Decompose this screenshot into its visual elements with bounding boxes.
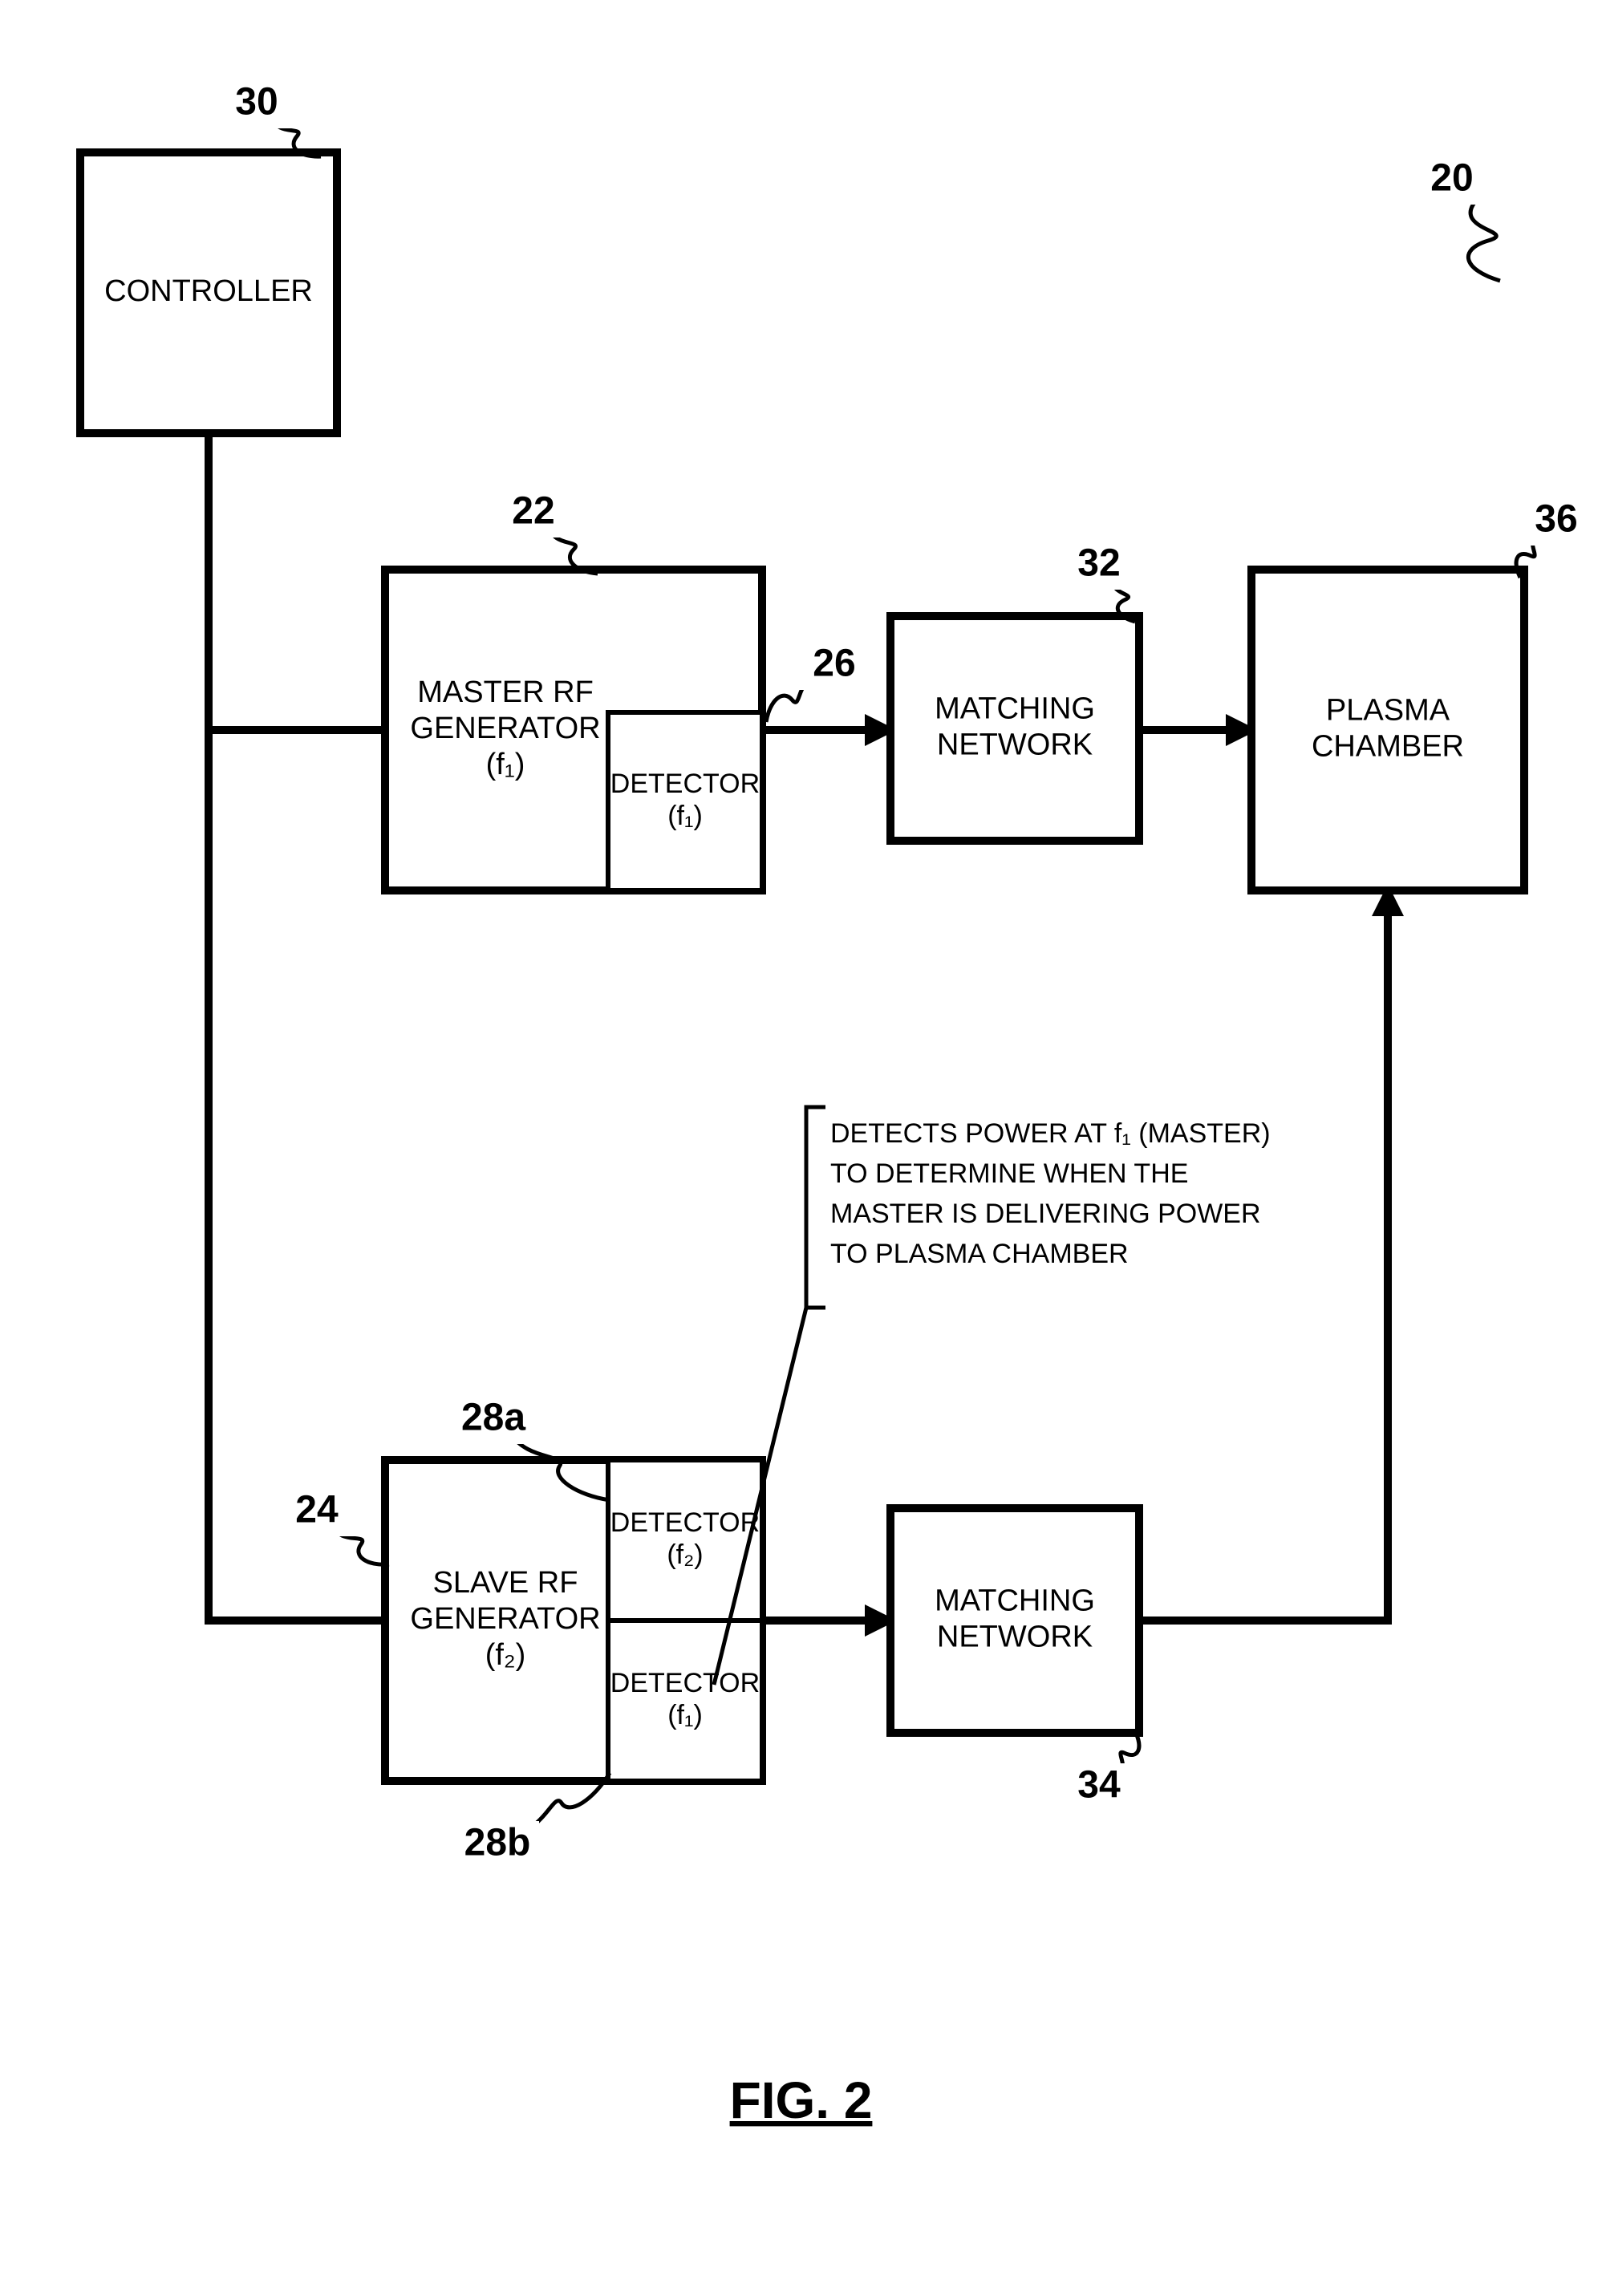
svg-text:SLAVE RF: SLAVE RF — [433, 1566, 578, 1600]
label-28b: 28b — [464, 1822, 531, 1864]
label-28a: 28a — [461, 1397, 525, 1439]
svg-text:GENERATOR: GENERATOR — [410, 712, 600, 745]
label-34: 34 — [1077, 1764, 1121, 1807]
figure-caption: FIG. 2 — [730, 2071, 873, 2129]
svg-text:DETECTOR: DETECTOR — [610, 769, 760, 799]
svg-text:DETECTOR: DETECTOR — [610, 1507, 760, 1538]
svg-text:NETWORK: NETWORK — [937, 1620, 1093, 1653]
leader-l20 — [1468, 201, 1500, 281]
label-22: 22 — [512, 490, 554, 533]
label-36: 36 — [1535, 498, 1577, 541]
svg-text:MASTER RF: MASTER RF — [417, 675, 594, 709]
box-master_detector: DETECTOR(f₁) — [608, 712, 762, 890]
svg-text:(f₂): (f₂) — [667, 1539, 703, 1570]
svg-text:PLASMA: PLASMA — [1326, 694, 1450, 728]
label-26: 26 — [813, 643, 855, 685]
box-slave_detector_f2: DETECTOR(f₂) — [608, 1460, 762, 1621]
annotation-line-2: MASTER IS DELIVERING POWER — [830, 1199, 1261, 1229]
annotation-line-0: DETECTS POWER AT f₁ (MASTER) — [830, 1118, 1271, 1149]
box-plasma: PLASMACHAMBER — [1251, 570, 1524, 890]
label-20: 20 — [1430, 157, 1473, 200]
svg-text:(f₁): (f₁) — [486, 748, 525, 781]
svg-text:MATCHING: MATCHING — [935, 692, 1095, 726]
annotation-bracket — [806, 1107, 825, 1308]
label-32: 32 — [1077, 542, 1120, 585]
box-slave_detector_f1: DETECTOR(f₁) — [608, 1621, 762, 1781]
svg-text:(f₁): (f₁) — [667, 1700, 703, 1730]
label-24: 24 — [295, 1489, 339, 1531]
matching-bottom-elbow-to-plasma — [1139, 890, 1388, 1621]
svg-text:GENERATOR: GENERATOR — [410, 1602, 600, 1636]
controller-down — [209, 433, 385, 1621]
svg-text:MATCHING: MATCHING — [935, 1584, 1095, 1618]
box-matching_bottom: MATCHINGNETWORK — [890, 1508, 1139, 1733]
svg-text:CONTROLLER: CONTROLLER — [104, 274, 313, 308]
svg-text:CHAMBER: CHAMBER — [1312, 729, 1464, 763]
label-30: 30 — [235, 81, 278, 124]
box-controller: CONTROLLER — [80, 152, 337, 433]
annotation-line-3: TO PLASMA CHAMBER — [830, 1239, 1129, 1269]
svg-text:DETECTOR: DETECTOR — [610, 1668, 760, 1698]
svg-text:(f₂): (f₂) — [485, 1638, 526, 1672]
annotation-line-1: TO DETERMINE WHEN THE — [830, 1158, 1188, 1189]
svg-text:NETWORK: NETWORK — [937, 728, 1093, 761]
svg-text:(f₁): (f₁) — [667, 801, 703, 831]
box-matching_top: MATCHINGNETWORK — [890, 616, 1139, 841]
